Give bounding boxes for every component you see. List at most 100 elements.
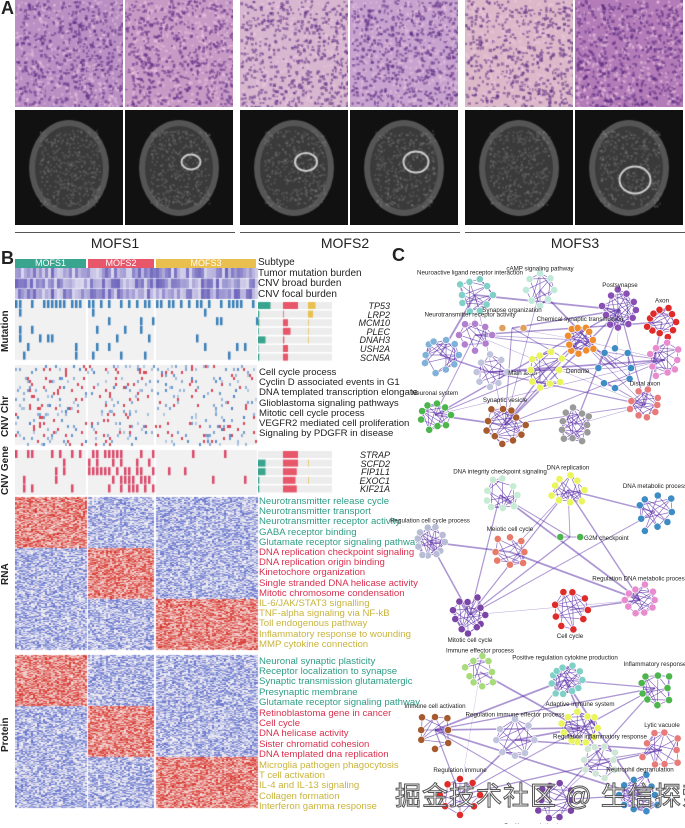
network-node [566, 341, 573, 348]
cluster-label: Regulation DNA metabolic process [592, 575, 685, 582]
network-node [518, 431, 525, 438]
cluster-label: Regulation immune effector process [466, 711, 565, 718]
network-node [591, 714, 598, 721]
network-node [611, 385, 618, 392]
cluster-label: Dendrite [566, 368, 590, 375]
network-node [485, 658, 492, 665]
network-node [666, 673, 673, 680]
network-node [499, 406, 506, 413]
network-node [482, 611, 489, 618]
network-node [557, 533, 564, 540]
cluster-label: Adaptive immune system [545, 701, 614, 708]
network-node [632, 610, 639, 617]
network-node [556, 476, 563, 483]
network-node [585, 413, 592, 420]
network-node [418, 416, 425, 423]
network-node [422, 351, 429, 358]
network-node [499, 324, 506, 331]
cluster-label: Neuronal system [412, 390, 458, 397]
network-node [652, 372, 659, 379]
network-node [483, 427, 490, 434]
network-node [548, 348, 555, 355]
protein-pathway-label: Interferon gamma response [259, 802, 377, 813]
network-node [499, 749, 506, 756]
network-node [656, 306, 663, 313]
network-node [418, 726, 425, 733]
network-node [545, 296, 552, 303]
network-node [584, 713, 591, 720]
network-node [665, 697, 672, 704]
network-node [432, 370, 439, 377]
cluster-label: Meiotic cell cycle [487, 526, 534, 533]
network-node [594, 724, 601, 731]
network-node [510, 503, 517, 510]
network-node [499, 440, 506, 447]
cluster-label: Immune cell activation [404, 703, 466, 710]
panel-a-label: A [1, 0, 14, 19]
network-node [559, 418, 566, 425]
network-node [583, 347, 590, 354]
network-node [610, 756, 617, 763]
network-node [623, 290, 630, 297]
network-node [547, 275, 554, 282]
network-node [461, 321, 468, 328]
network-node [552, 482, 559, 489]
cluster-label: Regulation inflammatory response [553, 733, 647, 740]
subtype-bar-mofs1: MOFS1 [15, 259, 86, 268]
watermark: 掘金技术社区 @ 生信探索 [395, 776, 685, 813]
network-node [482, 340, 489, 347]
network-edge [435, 688, 655, 730]
network-node [661, 729, 668, 736]
network-node [569, 662, 576, 669]
network-node [449, 607, 456, 614]
network-node [486, 383, 493, 390]
network-node [431, 745, 438, 752]
network-node [477, 604, 484, 611]
network-node [551, 286, 558, 293]
network-node [514, 491, 521, 498]
cluster-label: Axon [655, 297, 670, 304]
network-node [651, 596, 658, 603]
network-node [632, 306, 639, 313]
network-node [527, 366, 534, 373]
network-node [614, 324, 621, 331]
mri-image [125, 110, 233, 225]
network-node [473, 368, 480, 375]
network-edge [568, 490, 640, 600]
network-node [635, 388, 642, 395]
network-node [419, 551, 426, 558]
network-node [669, 327, 676, 334]
group-divider [15, 232, 235, 233]
network-node [521, 548, 528, 555]
network-node [574, 477, 581, 484]
mri-image [240, 110, 348, 225]
network-node [668, 311, 675, 318]
pathway-label: Signaling by PDGFR in disease [259, 429, 393, 440]
network-node [470, 657, 477, 664]
network-node [664, 518, 671, 525]
cluster-label: DNA replication [547, 464, 590, 471]
network-node [494, 557, 501, 564]
cluster-label: cAMP signaling pathway [506, 266, 574, 273]
network-node [643, 740, 650, 747]
network-node [584, 606, 591, 613]
network-node [489, 476, 496, 483]
network-node [451, 361, 458, 368]
network-node [601, 349, 608, 356]
mri-image [350, 110, 458, 225]
network-node [639, 753, 646, 760]
network-node [559, 664, 566, 671]
network-node [569, 435, 576, 442]
histology-image [125, 0, 233, 107]
network-node [626, 405, 633, 412]
cluster-label: Regulation cell cycle process [390, 517, 470, 524]
gene-label: SCN5A [332, 353, 390, 363]
network-node [558, 426, 565, 433]
network-node [569, 589, 576, 596]
network-node [484, 418, 491, 425]
network-node [442, 404, 449, 411]
network-node [546, 380, 553, 387]
network-node [654, 492, 661, 499]
network-edge [568, 490, 570, 537]
network-node [638, 515, 645, 522]
